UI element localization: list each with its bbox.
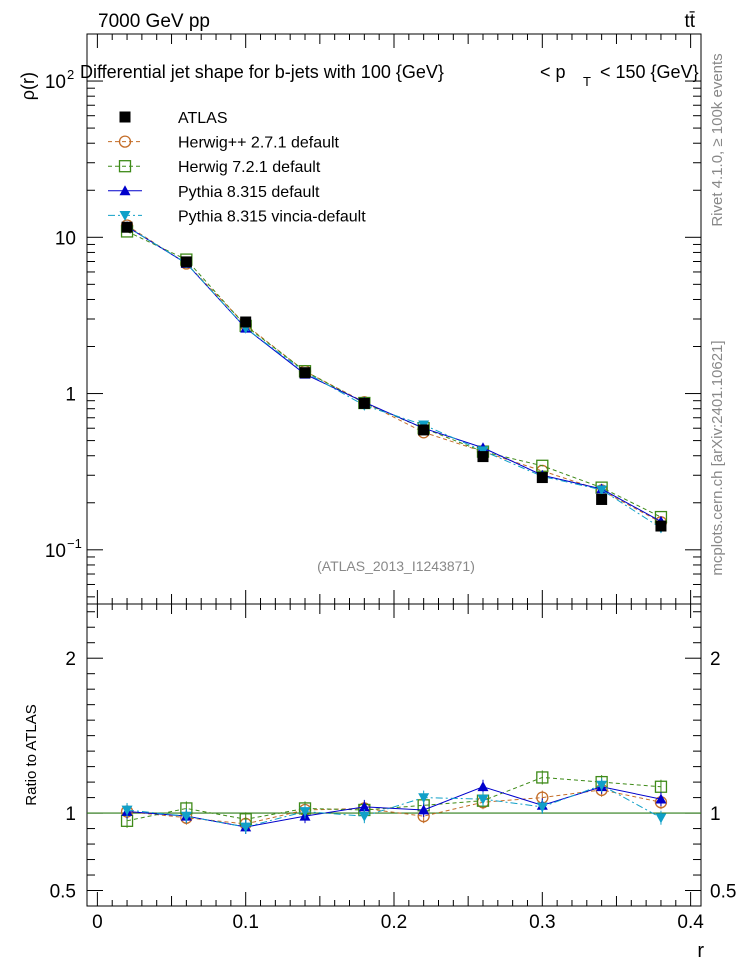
legend-label: Herwig++ 2.7.1 default [178, 135, 340, 152]
series-line [126, 230, 662, 518]
legend-marker [119, 111, 131, 123]
ratio-data-point [536, 771, 549, 784]
y-axis-label: ρ(r) [18, 72, 38, 100]
data-point [180, 256, 192, 268]
data-point [596, 493, 608, 505]
chart-title-lt: < p [540, 62, 566, 82]
ratio-data-point [536, 802, 548, 813]
x-tick-label: 0.2 [381, 912, 407, 933]
y-tick-label: 1 [65, 385, 76, 406]
ratio-data-point [121, 805, 133, 816]
x-tick-label: 0 [92, 912, 103, 933]
legend-marker [118, 160, 132, 173]
mcplots-caption: mcplots.cern.ch [arXiv:2401.10621] [709, 340, 726, 575]
x-tick-label: 0.3 [529, 912, 555, 933]
ratio-y-tick-label: 0.5 [50, 882, 76, 903]
y-tick-label: 10 [45, 541, 66, 562]
ratio-series-line [126, 776, 661, 822]
rivet-caption: Rivet 4.1.0, ≥ 100k events [709, 53, 726, 226]
chart-title-rest: < 150 {GeV} [600, 62, 699, 82]
y-tick-exponent: 2 [67, 67, 74, 82]
y-tick-label: 10 [55, 228, 76, 249]
data-point [358, 397, 370, 409]
data-point [536, 472, 548, 484]
legend-marker [119, 185, 131, 196]
data-point [477, 451, 489, 463]
data-point [299, 367, 311, 379]
y-tick-label: 10 [45, 72, 66, 93]
ratio-series-line [126, 784, 662, 828]
ratio-y-tick-label: 1 [65, 804, 76, 825]
ratio-data-point [477, 781, 489, 792]
series-line [126, 226, 662, 529]
data-point [121, 221, 133, 233]
ratio-y-axis-label: Ratio to ATLAS [23, 704, 40, 805]
ratio-data-point [358, 811, 370, 822]
series-line [126, 225, 662, 523]
legend-label: Pythia 8.315 default [178, 184, 320, 201]
data-point [240, 316, 252, 328]
ratio-data-point [655, 793, 667, 804]
y-tick-exponent: −1 [67, 536, 82, 551]
ratio-data-point [358, 801, 370, 812]
ratio-data-point [596, 780, 608, 791]
data-point [655, 520, 667, 532]
ratio-y-tick-label-right: 0.5 [710, 882, 736, 903]
ratio-data-point [299, 807, 311, 818]
ratio-data-point [418, 804, 430, 815]
legend-label: Pythia 8.315 vincia-default [178, 208, 366, 225]
ratio-data-point [418, 793, 430, 804]
ratio-data-point [655, 813, 667, 824]
x-tick-label: 0.1 [232, 912, 258, 933]
legend-label: ATLAS [178, 110, 228, 127]
series-line [126, 226, 662, 522]
legend-label: Herwig 7.2.1 default [178, 159, 321, 176]
ratio-data-point [240, 822, 252, 833]
data-point [596, 485, 608, 496]
x-axis-label: r [697, 940, 704, 962]
legend-marker [119, 211, 131, 221]
ratio-y-tick-label: 2 [65, 649, 76, 670]
chart-title: Differential jet shape for b-jets with 1… [80, 62, 444, 82]
ratio-plot-frame [86, 603, 702, 907]
chart-title-sub: T [583, 74, 591, 89]
energy-label: 7000 GeV pp [98, 11, 210, 32]
process-label: tt̄ [684, 11, 695, 32]
data-point [418, 424, 430, 436]
x-tick-label: 0.4 [677, 912, 704, 933]
ratio-data-point [477, 794, 489, 805]
ratio-y-tick-label-right: 2 [710, 649, 721, 670]
analysis-watermark: (ATLAS_2013_I1243871) [317, 558, 475, 574]
ratio-series-line [126, 789, 662, 825]
legend-marker [118, 135, 132, 148]
ratio-data-point [180, 811, 192, 822]
ratio-y-tick-label-right: 1 [710, 804, 721, 825]
